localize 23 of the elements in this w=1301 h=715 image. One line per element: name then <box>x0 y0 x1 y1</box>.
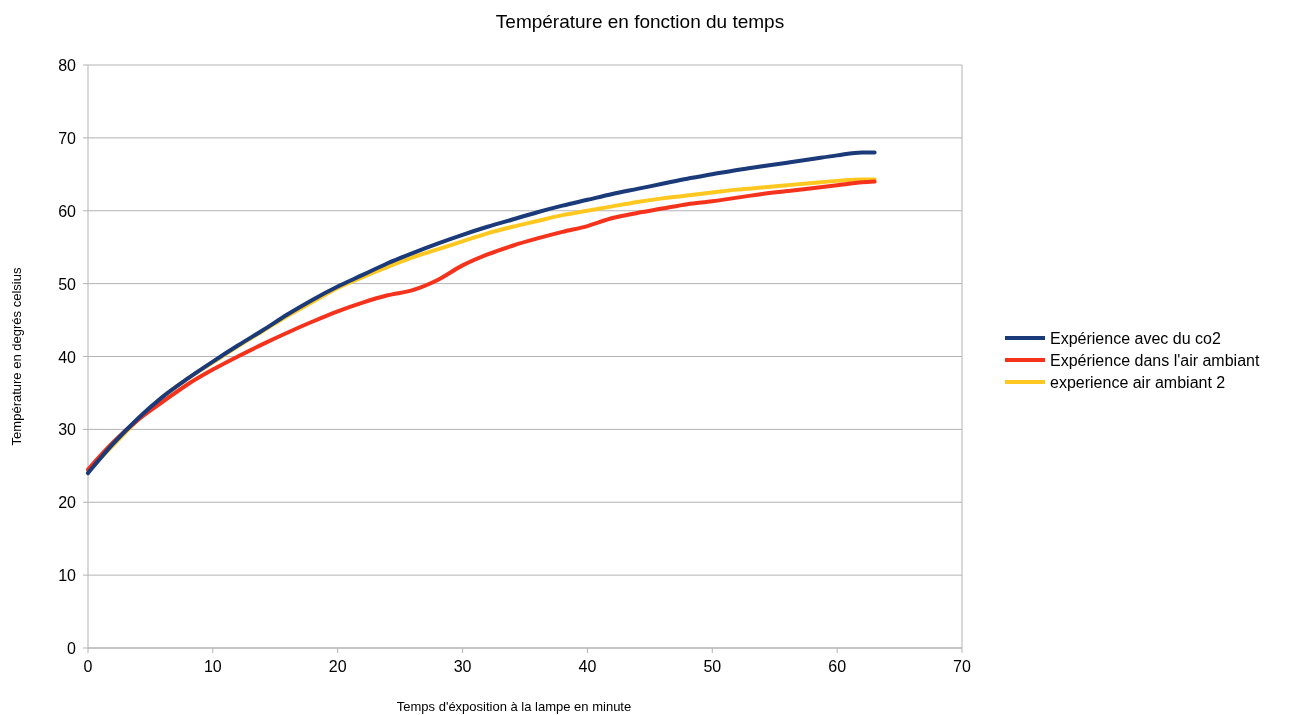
legend-label: experience air ambiant 2 <box>1050 374 1226 391</box>
y-axis-title: Température en degrés celsius <box>9 267 24 446</box>
x-tick-label: 50 <box>703 658 722 675</box>
y-tick-label: 20 <box>58 494 77 512</box>
y-tick-label: 80 <box>58 57 77 74</box>
y-tick-label: 40 <box>58 348 77 366</box>
legend-label: Expérience avec du co2 <box>1050 330 1221 347</box>
x-tick-label: 70 <box>953 658 971 675</box>
x-tick-label: 40 <box>578 658 597 675</box>
x-tick-label: 30 <box>453 658 472 675</box>
legend-label: Expérience dans l'air ambiant <box>1050 352 1260 369</box>
y-tick-label: 60 <box>58 202 77 220</box>
y-tick-label: 0 <box>67 640 77 657</box>
y-tick-label: 50 <box>58 275 77 293</box>
x-tick-label: 60 <box>828 658 847 675</box>
x-tick-label: 20 <box>328 658 347 675</box>
x-tick-label: 10 <box>203 658 222 675</box>
x-tick-label: 0 <box>83 658 93 675</box>
y-tick-label: 10 <box>58 567 77 585</box>
x-axis-title: Temps d'éxposition à la lampe en minute <box>396 699 632 714</box>
y-tick-label: 30 <box>58 421 77 439</box>
chart-title: Température en fonction du temps <box>495 11 785 32</box>
y-tick-label: 70 <box>58 129 77 147</box>
